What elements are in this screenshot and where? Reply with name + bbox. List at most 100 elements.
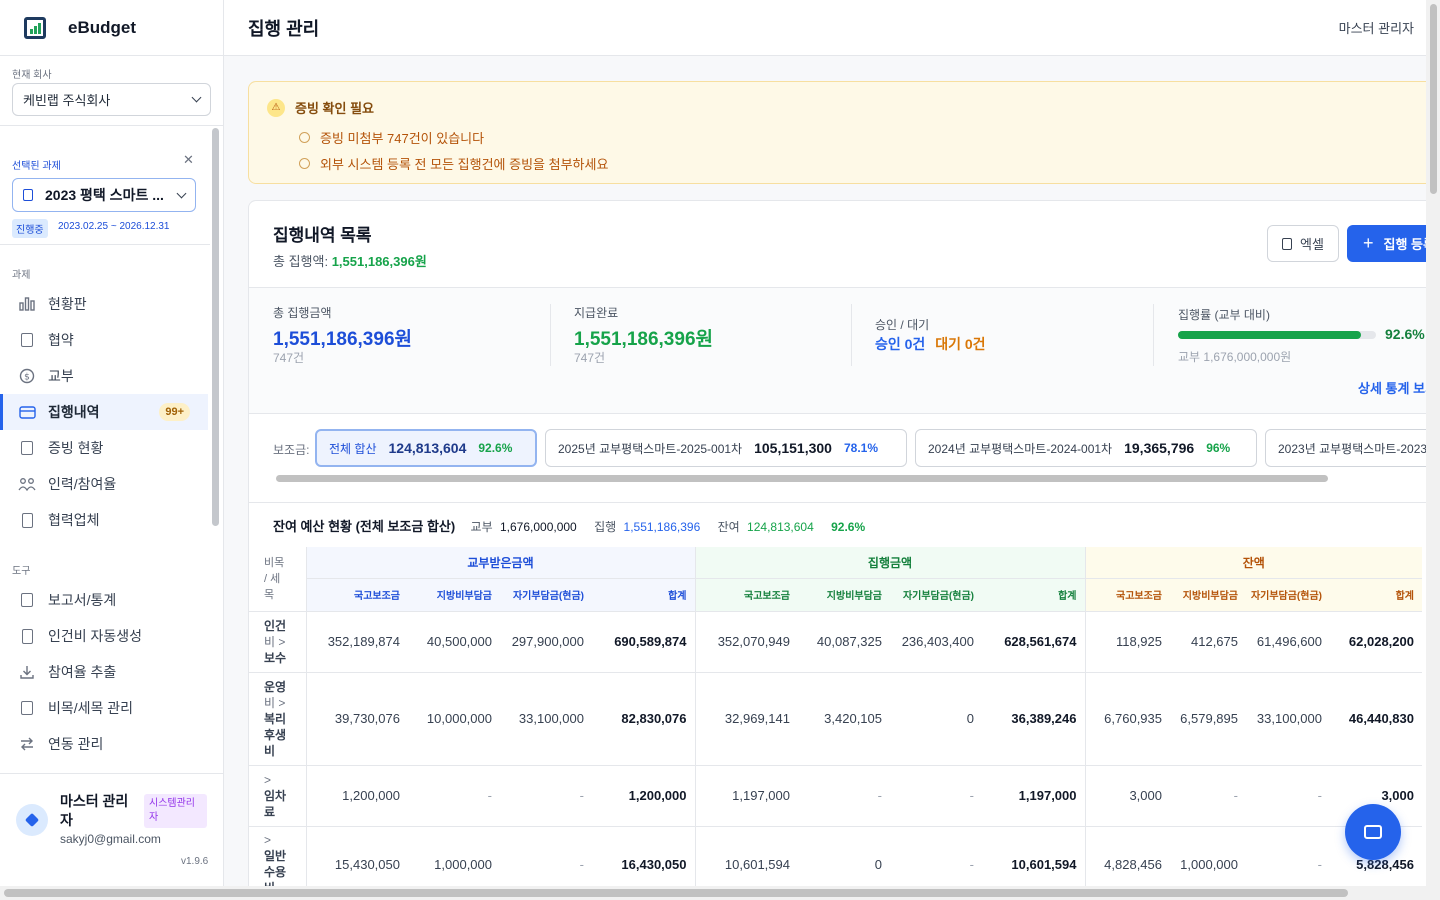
remaining-budget-summary: 잔여 예산 현황 (전체 보조금 합산) 교부 1,676,000,000 집행… (273, 516, 865, 535)
sync-icon (18, 736, 36, 752)
table-cell: - (1246, 765, 1330, 827)
table-row[interactable]: 인건 비 > 보수 352,189,874 40,500,000 297,900,000 6… (249, 611, 1422, 673)
sidebar-item-integration[interactable]: 연동 관리 (0, 726, 208, 762)
stat-total-value: 1,551,186,396원 (273, 329, 412, 350)
table-cell: 10,601,594 (982, 826, 1086, 886)
column-header: 자기부담금(현금) (500, 578, 592, 612)
sidebar-item-dashboard[interactable]: 현황판 (0, 286, 208, 322)
sidebar-item-staff[interactable]: 인력/참여율 (0, 466, 208, 502)
card-title: 집행내역 목록 (273, 226, 372, 245)
close-icon[interactable]: ✕ (183, 152, 194, 167)
table-cell: 40,087,325 (798, 611, 890, 673)
table-cell: 10,601,594 (695, 826, 798, 886)
users-icon (18, 476, 36, 492)
table-cell: 16,430,050 (592, 826, 696, 886)
table-cell: - (798, 765, 890, 827)
column-header: 국고보조금 (306, 578, 408, 612)
building-icon (18, 512, 36, 528)
group-header-executed: 집행금액 (695, 547, 1086, 579)
remain-value: 124,813,604 (747, 520, 814, 534)
app-version: v1.9.6 (181, 856, 209, 867)
chip-name: 2025년 교부평택스마트-2025-001차 (558, 441, 743, 456)
remaining-title: 잔여 예산 현황 (전체 보조금 합산) (273, 519, 456, 534)
sidebar-item-agreement[interactable]: 협약 (0, 322, 208, 358)
chevron-down-icon (176, 188, 187, 198)
grant-chip-2025[interactable]: 2025년 교부평택스마트-2025-001차 105,151,300 78.1… (545, 429, 907, 467)
group-header-remaining: 잔액 (1085, 547, 1422, 579)
company-value: 케빈랩 주식회사 (23, 93, 111, 108)
table-cell: - (408, 765, 500, 827)
column-header: 국고보조금 (1085, 578, 1170, 612)
sidebar-item-partners[interactable]: 협력업체 (0, 502, 208, 538)
table-cell: - (1170, 765, 1246, 827)
table-cell: 1,197,000 (695, 765, 798, 827)
clipboard-icon (18, 700, 36, 716)
sidebar-item-evidence[interactable]: 증빙 현황 (0, 430, 208, 466)
svg-text:$: $ (24, 373, 30, 383)
sidebar-item-categories[interactable]: 비목/세목 관리 (0, 690, 208, 726)
approval-status: 승인 0건 대기 0건 (875, 334, 986, 354)
report-icon (18, 592, 36, 608)
total-value: 1,551,186,396원 (331, 254, 427, 269)
table-cell: 10,000,000 (408, 672, 500, 766)
page-scrollbar-vertical[interactable] (1426, 0, 1440, 900)
sidebar-item-participation-export[interactable]: 참여율 추출 (0, 654, 208, 690)
table-row[interactable]: 운영 비 > 복리 후생 비 39,730,076 10,000,000 33,100,000… (249, 672, 1422, 766)
chip-name: 2023년 교부평택스마트-2023-001차 (1278, 441, 1426, 456)
user-email: sakyj0@gmail.com (60, 832, 161, 846)
page-scrollbar-thumb[interactable] (1430, 4, 1437, 194)
divider (0, 125, 224, 126)
table-cell: 6,579,895 (1170, 672, 1246, 766)
chips-label: 보조금: (273, 443, 310, 457)
main-content: ⚠ 증빙 확인 필요 증빙 미첨부 747건이 있습니다 외부 시스템 등록 전… (224, 56, 1426, 886)
clipboard-check-icon (18, 440, 36, 456)
sidebar-item-label: 현황판 (48, 296, 87, 312)
excel-button[interactable]: 엑셀 (1267, 225, 1339, 262)
chips-scrollbar[interactable] (276, 475, 1328, 482)
sidebar-item-execution[interactable]: 집행내역 99+ (0, 394, 208, 430)
plus-icon: + (1363, 233, 1374, 253)
sidebar-item-label: 비목/세목 관리 (48, 700, 134, 716)
table-cell: 33,100,000 (1246, 672, 1330, 766)
stat-label: 집행률 (교부 대비) (1178, 308, 1270, 322)
project-dates: 2023.02.25 ~ 2026.12.31 (58, 221, 170, 232)
grant-chip-2023[interactable]: 2023년 교부평택스마트-2023-001차 (1265, 429, 1426, 467)
detail-stats-link[interactable]: 상세 통계 보기 (1358, 381, 1426, 396)
total-label: 총 집행액: (273, 254, 329, 269)
add-execution-button[interactable]: + 집행 등록 (1347, 225, 1426, 262)
remain-label: 잔여 (717, 520, 740, 534)
sidebar-item-grant[interactable]: $ 교부 (0, 358, 208, 394)
company-label: 현재 회사 (12, 70, 52, 81)
company-select[interactable]: 케빈랩 주식회사 (12, 83, 211, 116)
remain-pct: 92.6% (831, 520, 866, 534)
project-select[interactable]: 2023 평택 스마트 ... (12, 178, 196, 212)
table-cell: - (1246, 826, 1330, 886)
brand[interactable]: eBudget (0, 0, 223, 56)
table-cell: 36,389,246 (982, 672, 1086, 766)
sidebar-scrollbar[interactable] (212, 128, 219, 526)
stat-total-count: 747건 (273, 351, 305, 365)
sidebar-item-label: 증빙 현황 (48, 440, 104, 456)
execution-rate-bar (1178, 331, 1376, 339)
app-name: eBudget (68, 17, 136, 37)
table-cell: 118,925 (1085, 611, 1170, 673)
sidebar-item-reports[interactable]: 보고서/통계 (0, 582, 208, 618)
column-header: 지방비부담금 (798, 578, 890, 612)
grant-chip-2024[interactable]: 2024년 교부평택스마트-2024-001차 19,365,796 96% (915, 429, 1257, 467)
sidebar-item-payroll[interactable]: 인건비 자동생성 (0, 618, 208, 654)
page-scrollbar-thumb[interactable] (4, 889, 1348, 897)
table-cell: 352,189,874 (306, 611, 408, 673)
header-user[interactable]: 마스터 관리자 (1338, 21, 1414, 36)
section-label-tools: 도구 (12, 566, 31, 577)
sidebar-item-label: 인력/참여율 (48, 476, 117, 492)
column-header: 합계 (982, 578, 1086, 612)
grant-chip-all[interactable]: 전체 합산 124,813,604 92.6% (315, 429, 537, 467)
execution-rate-fill (1178, 331, 1362, 339)
card-icon (18, 404, 36, 420)
chip-pct: 96% (1206, 441, 1231, 455)
table-row[interactable]: >일반수용비15,430,0501,000,000-16,430,05010,6… (249, 826, 1422, 886)
table-row[interactable]: > 임차 료 1,200,000- -1,200,000 1,197,000- -1,197… (249, 765, 1422, 827)
avatar[interactable] (16, 804, 48, 836)
chat-button[interactable] (1345, 804, 1401, 860)
alert-item-text: 외부 시스템 등록 전 모든 집행건에 증빙을 첨부하세요 (320, 157, 609, 172)
